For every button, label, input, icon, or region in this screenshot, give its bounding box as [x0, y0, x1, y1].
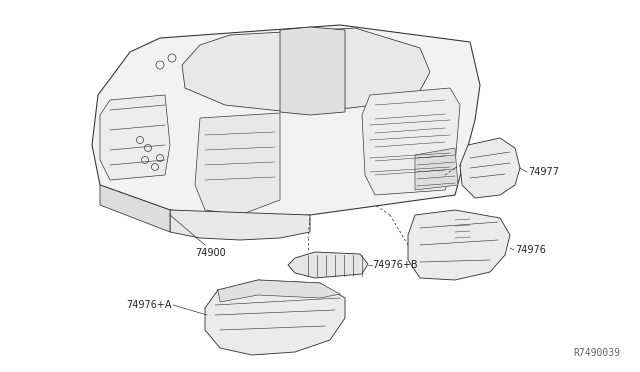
Polygon shape [100, 185, 170, 232]
Polygon shape [170, 210, 310, 240]
Polygon shape [92, 25, 480, 220]
Polygon shape [100, 95, 170, 180]
Polygon shape [408, 210, 510, 280]
Polygon shape [280, 27, 345, 115]
Polygon shape [205, 280, 345, 355]
Text: R7490039: R7490039 [573, 348, 620, 358]
Text: 74976: 74976 [515, 245, 546, 255]
Polygon shape [288, 252, 368, 278]
Text: 74976+A: 74976+A [127, 300, 172, 310]
Text: 74976+B: 74976+B [372, 260, 418, 270]
Polygon shape [362, 88, 460, 195]
Polygon shape [218, 280, 340, 302]
Polygon shape [182, 28, 430, 112]
Polygon shape [415, 148, 458, 190]
Polygon shape [195, 113, 280, 215]
Text: 74977: 74977 [528, 167, 559, 177]
Polygon shape [460, 138, 520, 198]
Text: 74900: 74900 [195, 248, 226, 258]
